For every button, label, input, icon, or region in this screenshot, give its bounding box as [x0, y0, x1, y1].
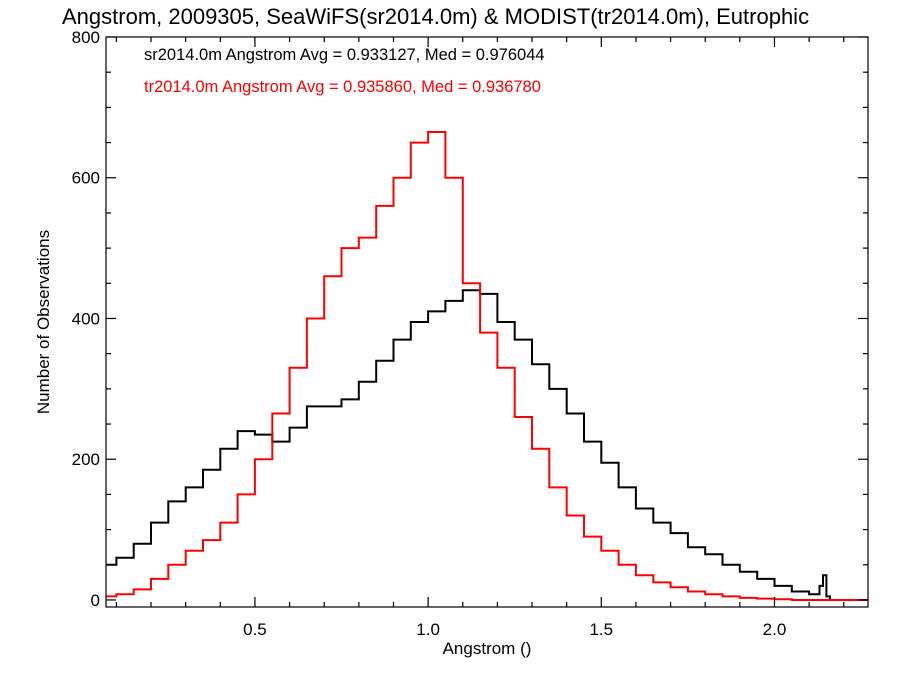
- y-tick-label: 0: [91, 591, 100, 610]
- ticks-layer: 0.5 1.0 1.5 2.0 0 200 400 600 800: [72, 28, 868, 639]
- chart-title: Angstrom, 2009305, SeaWiFS(sr2014.0m) & …: [62, 4, 809, 29]
- y-tick-label: 600: [72, 169, 100, 188]
- y-tick-label: 400: [72, 309, 100, 328]
- x-tick-label: 1.0: [416, 620, 440, 639]
- y-tick-label: 800: [72, 28, 100, 47]
- x-axis-title: Angstrom (): [443, 639, 532, 658]
- y-axis-title: Number of Observations: [34, 230, 53, 414]
- series-layer: [106, 131, 868, 601]
- x-tick-label: 0.5: [243, 620, 267, 639]
- x-tick-label: 2.0: [763, 620, 787, 639]
- series-line-1: [106, 289, 831, 600]
- stat-line-sr2014: sr2014.0m Angstrom Avg = 0.933127, Med =…: [144, 46, 545, 64]
- stat-line-tr2014: tr2014.0m Angstrom Avg = 0.935860, Med =…: [144, 78, 541, 96]
- y-tick-label: 200: [72, 450, 100, 469]
- plot-frame: [105, 36, 869, 608]
- series-line-2: [106, 131, 868, 601]
- x-tick-label: 1.5: [589, 620, 613, 639]
